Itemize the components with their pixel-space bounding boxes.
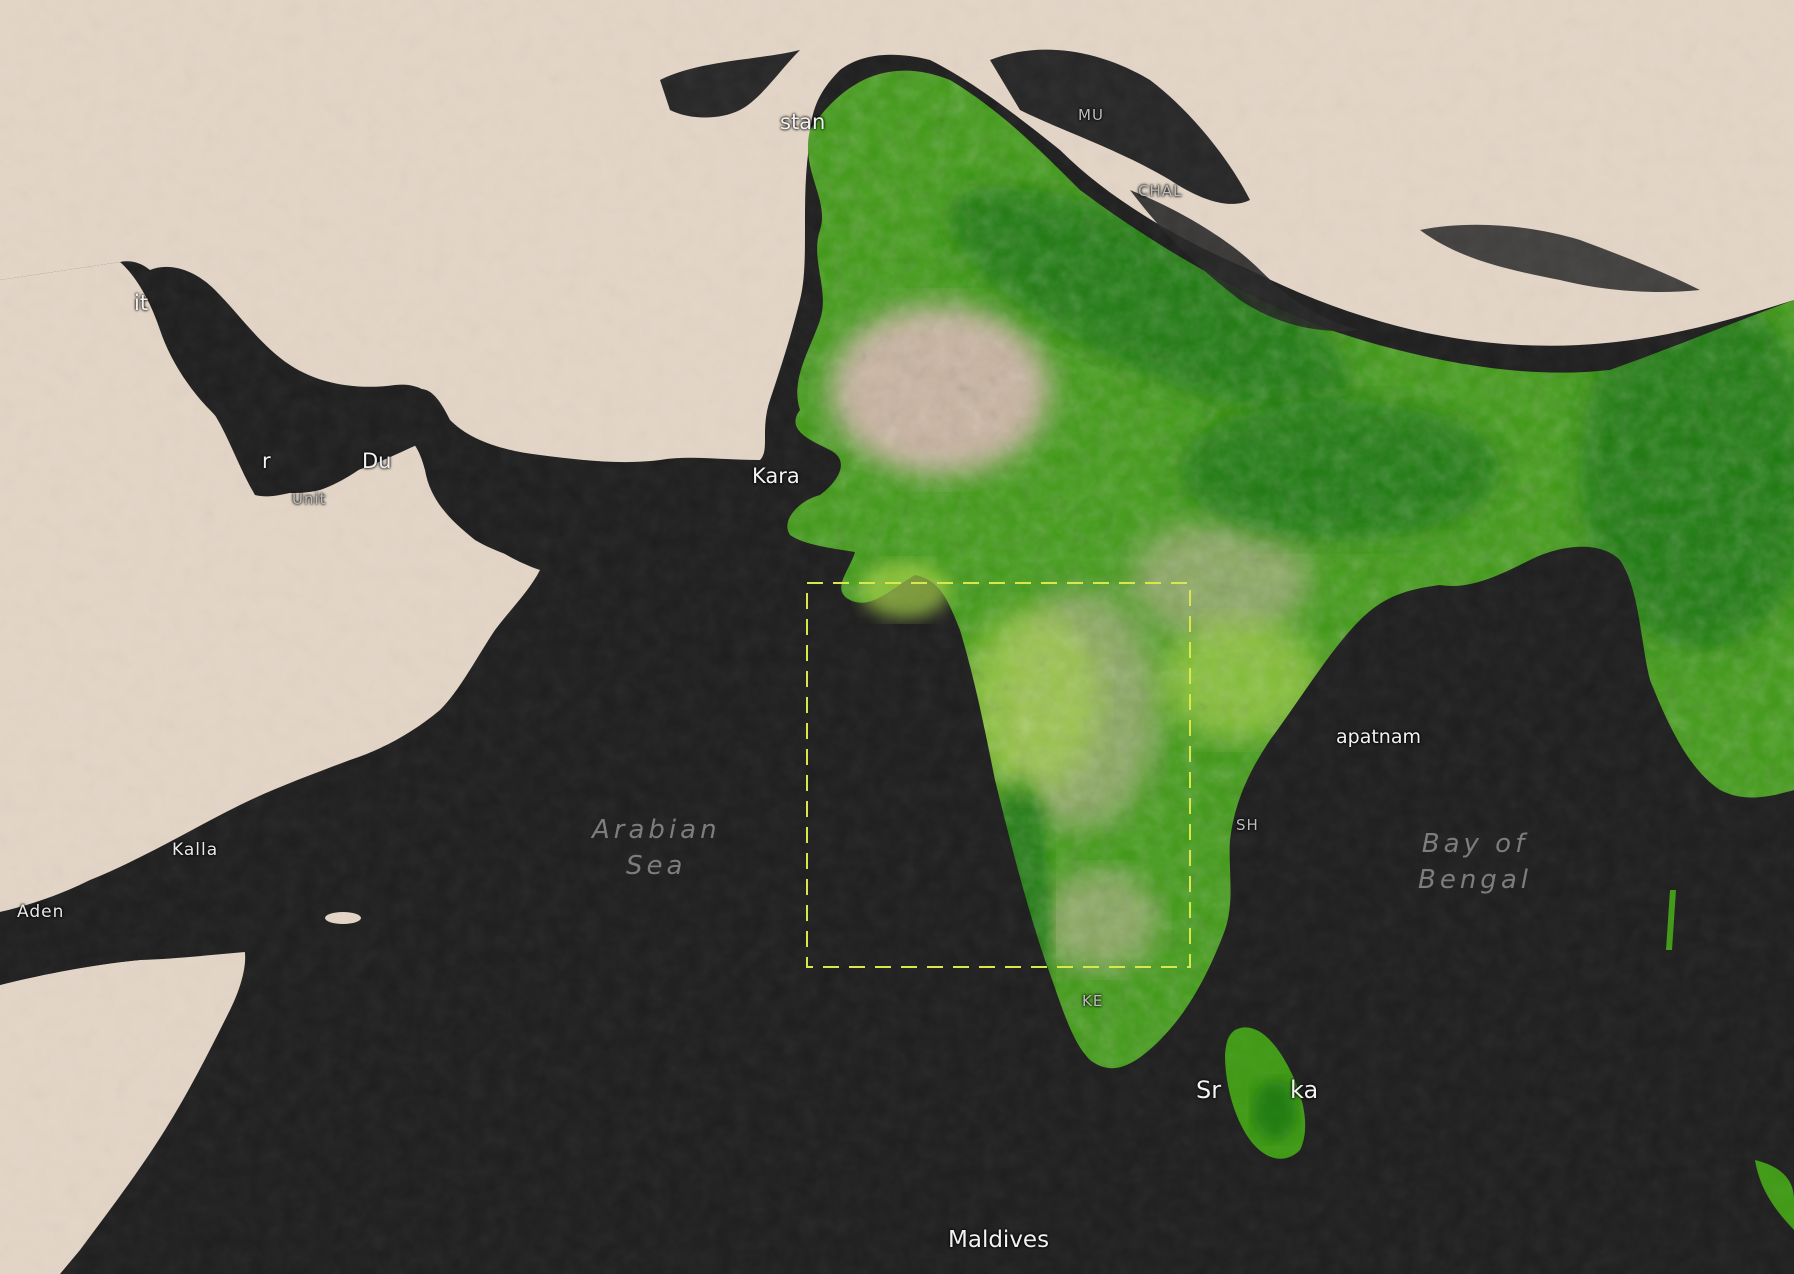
label-maldives: Maldives: [948, 1227, 1050, 1253]
label-bay-line1: Bay of: [1421, 829, 1529, 859]
label-mukalla: Kalla: [172, 840, 219, 860]
label-kerala: KE: [1082, 992, 1104, 1010]
label-ghazni: CHAL: [1138, 182, 1183, 200]
label-karachi: Kara: [752, 464, 800, 488]
label-arabian-sea: Arabian Sea: [592, 812, 721, 884]
label-jammu: MU: [1078, 106, 1104, 124]
label-uae: Unit: [292, 490, 327, 508]
label-arabian-sea-line1: Arabian: [592, 815, 721, 845]
label-sri-lanka-right: ka: [1290, 1076, 1319, 1104]
label-kuwait: it: [134, 291, 149, 315]
label-sri-lanka-left: Sr: [1196, 1076, 1222, 1104]
label-arabian-sea-line2: Sea: [626, 851, 687, 881]
label-dubai: Du: [362, 449, 392, 473]
label-aden: Aden: [17, 902, 65, 922]
label-andhra: SH: [1236, 816, 1259, 834]
label-pakistan: stan: [780, 110, 826, 134]
label-bay-line2: Bengal: [1418, 865, 1532, 895]
label-bay-of-bengal: Bay of Bengal: [1418, 826, 1532, 898]
selection-box[interactable]: [806, 582, 1191, 968]
label-doha: r: [262, 449, 271, 473]
label-visakhapatnam: apatnam: [1336, 726, 1421, 748]
